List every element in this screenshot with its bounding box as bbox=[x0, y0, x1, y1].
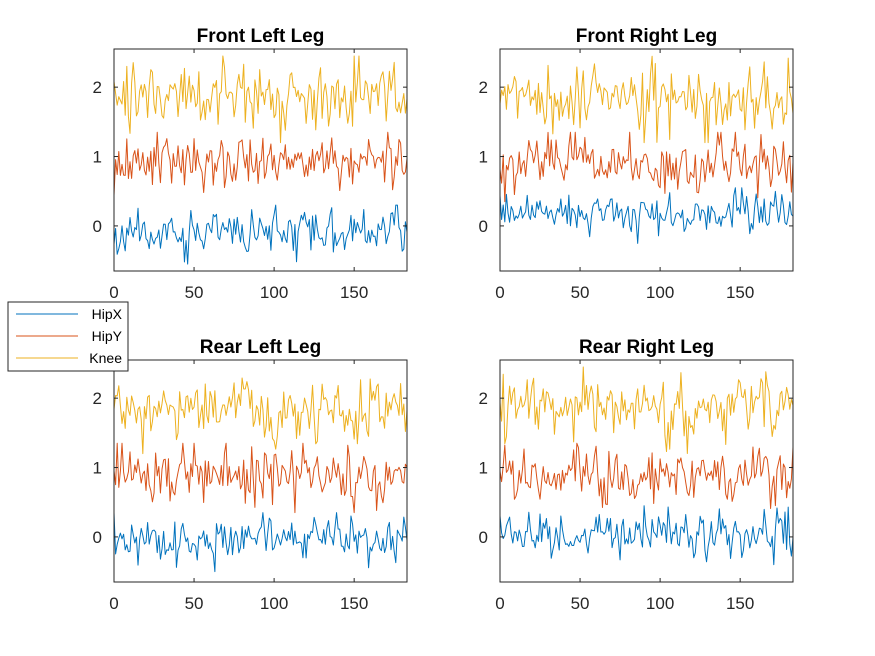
x-tick-label: 0 bbox=[495, 283, 504, 302]
series-hipy-line bbox=[114, 131, 407, 196]
y-tick-label: 1 bbox=[93, 148, 102, 167]
y-tick-label: 2 bbox=[479, 78, 488, 97]
x-tick-label: 0 bbox=[109, 594, 118, 613]
y-tick-label: 1 bbox=[93, 459, 102, 478]
series-hipx-line bbox=[500, 505, 793, 566]
series-hipx-line bbox=[114, 512, 407, 573]
panel-title: Front Left Leg bbox=[197, 26, 325, 47]
y-tick-label: 2 bbox=[93, 78, 102, 97]
panel-1: 0 50 100 150 0 1 2 Front Left Leg bbox=[93, 26, 408, 302]
legend-label-hipx: HipX bbox=[92, 306, 123, 322]
series-hipy-line bbox=[114, 442, 407, 514]
y-tick-label: 1 bbox=[479, 459, 488, 478]
legend-label-hipy: HipY bbox=[92, 328, 123, 344]
panel-title: Front Right Leg bbox=[576, 26, 717, 47]
x-tick-label: 0 bbox=[109, 283, 118, 302]
series-knee-line bbox=[500, 55, 793, 144]
axes-box bbox=[499, 48, 794, 272]
x-tick-label: 100 bbox=[260, 283, 288, 302]
y-tick-label: 0 bbox=[479, 217, 488, 236]
legend: HipX HipY Knee bbox=[7, 301, 129, 372]
x-tick-label: 150 bbox=[726, 283, 754, 302]
x-tick-label: 50 bbox=[571, 283, 590, 302]
x-tick-label: 150 bbox=[726, 594, 754, 613]
panel-title: Rear Left Leg bbox=[200, 337, 321, 358]
y-tick-label: 2 bbox=[93, 389, 102, 408]
x-tick-label: 50 bbox=[571, 594, 590, 613]
panel-4: 0 50 100 150 0 1 2 Rear Right Leg bbox=[479, 337, 794, 613]
series-hipx-line bbox=[500, 187, 793, 244]
y-tick-label: 2 bbox=[479, 389, 488, 408]
panel-title: Rear Right Leg bbox=[579, 337, 714, 358]
series-knee-line bbox=[114, 55, 407, 144]
x-tick-label: 150 bbox=[340, 283, 368, 302]
axes-box bbox=[113, 48, 408, 272]
y-tick-label: 0 bbox=[479, 528, 488, 547]
x-tick-label: 0 bbox=[495, 594, 504, 613]
x-tick-label: 50 bbox=[185, 283, 204, 302]
series-hipy-line bbox=[500, 131, 793, 203]
series-knee-line bbox=[500, 366, 793, 455]
y-tick-label: 1 bbox=[479, 148, 488, 167]
series-hipx-line bbox=[114, 204, 407, 265]
y-tick-label: 0 bbox=[93, 217, 102, 236]
legend-label-knee: Knee bbox=[89, 350, 122, 366]
x-tick-label: 150 bbox=[340, 594, 368, 613]
x-tick-label: 100 bbox=[646, 594, 674, 613]
panel-2: 0 50 100 150 0 1 2 Front Right Leg bbox=[479, 26, 794, 302]
axes-box bbox=[499, 359, 794, 583]
x-tick-label: 100 bbox=[260, 594, 288, 613]
y-tick-label: 0 bbox=[93, 528, 102, 547]
panel-3: 0 50 100 150 0 1 2 Rear Left Leg bbox=[93, 337, 408, 613]
series-knee-line bbox=[114, 377, 407, 455]
x-tick-label: 100 bbox=[646, 283, 674, 302]
axes-box bbox=[113, 359, 408, 583]
x-tick-label: 50 bbox=[185, 594, 204, 613]
series-hipy-line bbox=[500, 442, 793, 509]
